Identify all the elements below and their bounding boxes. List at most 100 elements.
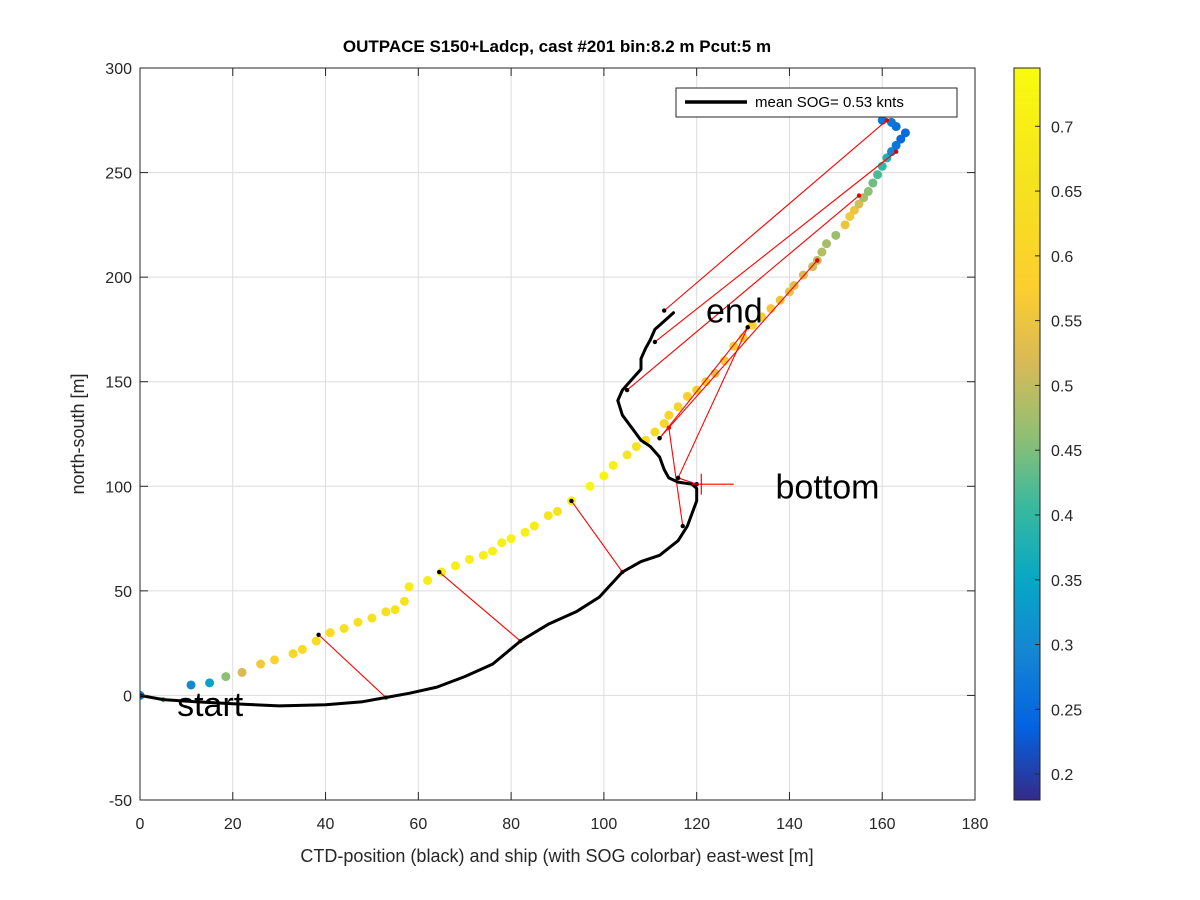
ship-marker xyxy=(652,339,658,345)
ship-point xyxy=(221,672,231,682)
x-tick-label: 160 xyxy=(869,816,896,833)
ship-point xyxy=(817,247,827,257)
ship-point xyxy=(887,117,896,127)
ship-point xyxy=(311,636,321,646)
ship-point xyxy=(520,527,530,537)
plot-area xyxy=(140,68,975,800)
colorbar-gradient xyxy=(1013,67,1041,801)
ship-point xyxy=(488,546,498,556)
x-tick-label: 180 xyxy=(962,816,989,833)
ship-point xyxy=(404,582,414,592)
ship-marker xyxy=(316,632,321,637)
ship-point xyxy=(497,538,507,548)
colorbar-tick-label: 0.7 xyxy=(1051,119,1073,136)
ship-point xyxy=(353,617,363,627)
ship-point xyxy=(450,561,460,571)
ship-point xyxy=(608,460,618,470)
y-tick-label: 50 xyxy=(114,584,132,601)
y-axis-label: north-south [m] xyxy=(68,373,88,494)
connector-line xyxy=(626,195,860,391)
ship-point xyxy=(543,511,553,521)
ship-point xyxy=(664,410,674,420)
ship-point xyxy=(854,199,864,209)
ctd-marker xyxy=(884,118,890,123)
ship-point xyxy=(896,134,906,144)
ship-point xyxy=(464,554,474,564)
start-label: start xyxy=(177,686,244,724)
y-axis: -50 0 50 100 150 200 250 300 xyxy=(105,61,975,810)
ctd-marker xyxy=(856,193,862,198)
ship-point xyxy=(775,295,785,305)
ship-point xyxy=(339,624,349,634)
ship-point xyxy=(650,427,660,437)
colorbar-tick-label: 0.5 xyxy=(1051,378,1073,395)
colorbar: 0.2 0.25 0.3 0.35 0.4 0.45 0.5 0.55 0.6 0.65 0.7 xyxy=(1013,67,1082,801)
y-tick-label: 100 xyxy=(105,479,132,496)
colorbar-tick-label: 0.6 xyxy=(1051,249,1073,266)
colorbar-tick-label: 0.2 xyxy=(1051,767,1073,784)
colorbar-tick-label: 0.4 xyxy=(1051,508,1073,525)
ctd-track xyxy=(140,311,699,708)
connector-line xyxy=(659,260,818,439)
ship-point xyxy=(710,368,720,378)
connector-line xyxy=(570,500,623,573)
x-tick-label: 80 xyxy=(502,816,520,833)
y-tick-label: -50 xyxy=(109,793,132,810)
ship-track xyxy=(140,115,910,700)
ctd-marker xyxy=(815,258,820,263)
ship-point xyxy=(659,419,669,429)
colorbar-tick-label: 0.65 xyxy=(1051,184,1082,201)
connector-line xyxy=(659,326,749,439)
ship-marker xyxy=(745,325,750,330)
ship-point xyxy=(399,596,409,606)
ship-point xyxy=(840,220,850,230)
ship-point xyxy=(622,450,632,460)
ship-point xyxy=(631,442,641,452)
ship-point xyxy=(831,230,841,240)
colorbar-ticks: 0.2 0.25 0.3 0.35 0.4 0.45 0.5 0.55 0.6 0.65 0.7 xyxy=(1035,119,1082,784)
ship-point xyxy=(859,193,869,203)
ship-point xyxy=(529,521,539,531)
ship-point xyxy=(863,186,873,196)
colorbar-tick-label: 0.25 xyxy=(1051,702,1082,719)
y-tick-label: 200 xyxy=(105,270,132,287)
ctd-track-line xyxy=(140,311,699,708)
x-tick-label: 40 xyxy=(317,816,335,833)
end-label: end xyxy=(706,293,763,331)
legend-entry: mean SOG= 0.53 knts xyxy=(755,94,904,111)
ship-point xyxy=(288,649,298,659)
x-tick-label: 140 xyxy=(776,816,803,833)
ship-point xyxy=(599,471,609,481)
ship-marker xyxy=(675,475,681,481)
y-tick-label: 0 xyxy=(123,688,132,705)
connector-line xyxy=(438,571,521,642)
ship-point xyxy=(381,607,391,617)
y-tick-label: 150 xyxy=(105,375,132,392)
ship-point xyxy=(845,211,855,221)
x-tick-label: 120 xyxy=(683,816,710,833)
ship-point xyxy=(297,644,307,654)
chart-title: OUTPACE S150+Ladcp, cast #201 bin:8.2 m … xyxy=(343,37,771,56)
ctd-marker xyxy=(893,149,899,154)
ship-marker xyxy=(680,523,685,529)
ship-point xyxy=(585,481,595,491)
colorbar-tick-label: 0.3 xyxy=(1051,638,1073,655)
ship-point xyxy=(757,312,767,322)
ship-point xyxy=(256,659,266,669)
ship-point xyxy=(506,534,516,544)
x-tick-label: 20 xyxy=(224,816,242,833)
ship-marker xyxy=(657,435,662,441)
ship-point xyxy=(325,628,335,638)
ship-point xyxy=(682,391,692,401)
x-axis: 0 20 40 60 80 100 120 140 160 180 xyxy=(136,68,989,833)
ship-point xyxy=(423,575,433,585)
ship-point xyxy=(437,567,447,577)
ship-marker xyxy=(437,569,442,575)
legend: mean SOG= 0.53 knts xyxy=(675,87,958,118)
plot-frame xyxy=(139,67,976,801)
ship-point xyxy=(367,613,377,623)
ship-point xyxy=(900,128,910,138)
connector-line xyxy=(318,634,387,698)
ship-point xyxy=(822,239,832,249)
